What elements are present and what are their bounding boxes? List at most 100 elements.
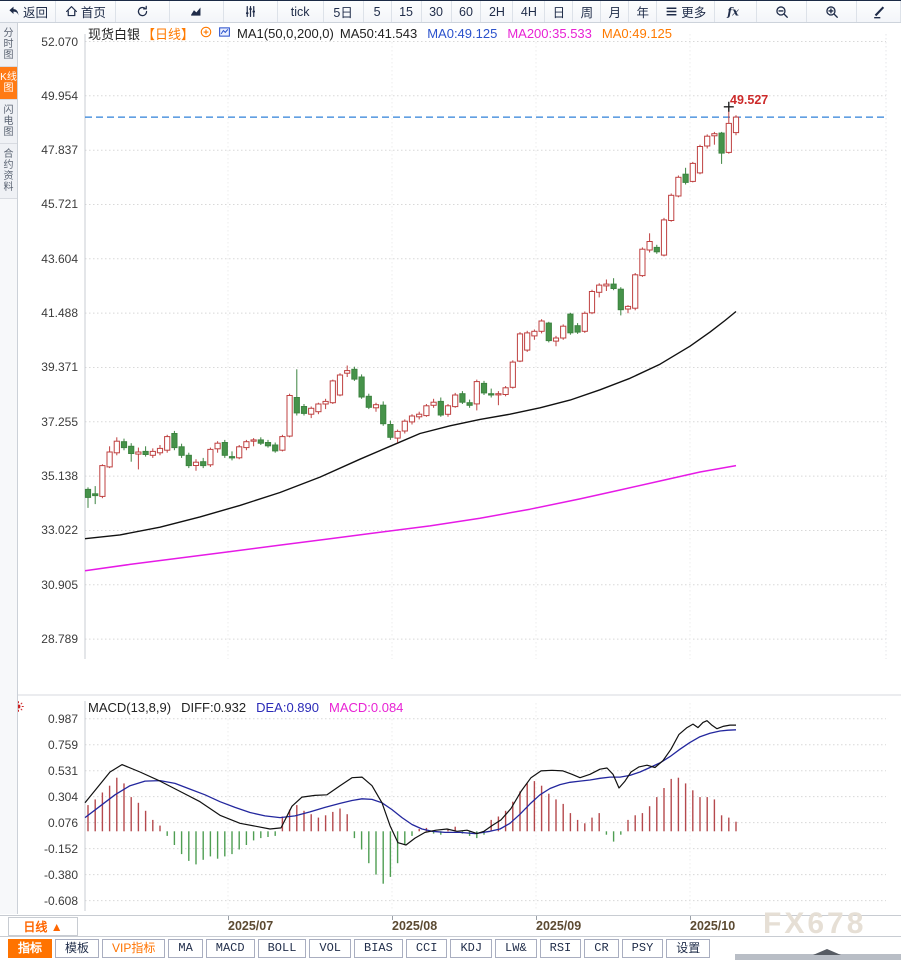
y-axis-label: 0.531 bbox=[47, 763, 78, 778]
y-axis-label: 49.954 bbox=[41, 88, 78, 103]
time-axis-label: 2025/09 bbox=[536, 919, 582, 933]
add-favorite-icon[interactable] bbox=[200, 26, 212, 41]
toolbar-button-zoom-out[interactable] bbox=[757, 1, 808, 22]
toolbar-button-area-chart[interactable] bbox=[169, 1, 224, 22]
time-axis-tick bbox=[228, 916, 229, 920]
time-axis-tick bbox=[690, 916, 691, 920]
kline-header: 现货白银 【日线】 MA1(50,0,200,0) MA50:41.543 MA0… bbox=[88, 24, 672, 43]
pencil-icon bbox=[872, 5, 886, 19]
toolbar-button-5d[interactable]: 5日 bbox=[323, 1, 364, 22]
toolbar-button-week[interactable]: 周 bbox=[573, 1, 602, 22]
toolbar-button-more[interactable]: 更多 bbox=[657, 1, 716, 22]
period-label: 【日线】 bbox=[142, 27, 195, 42]
back-icon bbox=[7, 5, 20, 18]
zoom-in-icon bbox=[825, 5, 839, 19]
toolbar-button-h4[interactable]: 4H bbox=[513, 1, 546, 22]
toolbar-button-min15[interactable]: 15 bbox=[391, 1, 422, 22]
y-axis-label: 39.371 bbox=[41, 360, 78, 375]
y-axis-label: -0.608 bbox=[43, 893, 78, 908]
symbol-name: 现货白银 bbox=[88, 27, 141, 42]
time-axis-tick bbox=[536, 916, 537, 920]
drawer-handle-icon[interactable] bbox=[813, 949, 841, 955]
ma-settings-text: MA1(50,0,200,0) bbox=[237, 26, 334, 41]
ma-value: MA50:41.543 bbox=[339, 26, 418, 41]
indicator-tab-template[interactable]: 模板 bbox=[55, 939, 100, 958]
toolbar-button-label: 2H bbox=[488, 4, 505, 19]
toolbar-button-label: 15 bbox=[399, 4, 413, 19]
y-axis-label: 33.022 bbox=[41, 523, 78, 538]
zoom-out-icon bbox=[775, 5, 789, 19]
svg-text:fx: fx bbox=[726, 5, 739, 19]
macd-value: MACD:0.084 bbox=[328, 700, 404, 715]
indicator-tab-vol[interactable]: VOL bbox=[309, 939, 352, 958]
indicator-tab-cci[interactable]: CCI bbox=[405, 939, 448, 958]
toolbar-button-label: 首页 bbox=[80, 6, 106, 20]
y-axis-label: 41.488 bbox=[41, 306, 78, 321]
toolbar-button-draw[interactable] bbox=[857, 1, 901, 22]
toolbar-button-label: 返回 bbox=[22, 6, 48, 20]
toolbar-button-label: 5 bbox=[373, 4, 381, 19]
y-axis-label: -0.380 bbox=[43, 867, 78, 882]
toolbar-button-h2[interactable]: 2H bbox=[481, 1, 514, 22]
toolbar-button-month[interactable]: 月 bbox=[601, 1, 630, 22]
period-selector[interactable]: 日线 ▲ bbox=[8, 917, 78, 936]
toolbar-button-label: 年 bbox=[636, 6, 650, 20]
y-axis-label: 47.837 bbox=[41, 143, 78, 158]
macd-header: MACD(13,8,9) DIFF:0.932 DEA:0.890 MACD:0.0… bbox=[88, 700, 403, 715]
indicator-tab-rsi[interactable]: RSI bbox=[539, 939, 582, 958]
sidebar-item-contract-info[interactable]: 合约资料 bbox=[0, 144, 17, 199]
indicator-tab-vip-indicator[interactable]: VIP指标 bbox=[102, 939, 166, 958]
area-chart-icon bbox=[189, 5, 203, 18]
y-axis-label: 30.905 bbox=[41, 577, 78, 592]
toolbar-button-back[interactable]: 返回 bbox=[0, 1, 56, 22]
sidebar-item-kline[interactable]: K线图 bbox=[0, 67, 17, 100]
chart-type-sidebar: 分时图 K线图 闪电图 合约资料 bbox=[0, 23, 18, 914]
sidebar-item-timeshare[interactable]: 分时图 bbox=[0, 23, 17, 67]
toolbar-button-label: 60 bbox=[459, 4, 473, 19]
time-axis-label: 2025/10 bbox=[690, 919, 736, 933]
toolbar-button-year[interactable]: 年 bbox=[629, 1, 658, 22]
watermark-logo: FX678 bbox=[763, 907, 867, 940]
indicator-tab-psy[interactable]: PSY bbox=[621, 939, 664, 958]
toolbar-button-label: 日 bbox=[552, 6, 566, 20]
macd-title: MACD(13,8,9) bbox=[88, 700, 172, 715]
toolbar-button-candle-chart[interactable] bbox=[223, 1, 278, 22]
toolbar-button-min30[interactable]: 30 bbox=[421, 1, 452, 22]
y-axis-label: 0.759 bbox=[47, 737, 78, 752]
macd-value: DIFF:0.932 bbox=[181, 700, 247, 715]
indicator-tab-bias[interactable]: BIAS bbox=[354, 939, 403, 958]
toolbar-button-home[interactable]: 首页 bbox=[55, 1, 116, 22]
refresh-icon bbox=[136, 5, 149, 18]
toolbar-button-min60[interactable]: 60 bbox=[451, 1, 482, 22]
fx-icon: fx bbox=[726, 5, 746, 19]
sliders-icon bbox=[244, 5, 257, 18]
indicator-tab-macd[interactable]: MACD bbox=[205, 939, 255, 958]
bottom-drawer-scrollbar[interactable] bbox=[735, 949, 901, 960]
time-axis-tick bbox=[392, 916, 393, 920]
indicator-tab-cr[interactable]: CR bbox=[584, 939, 619, 958]
indicator-tab-settings[interactable]: 设置 bbox=[666, 939, 711, 958]
sidebar-item-lightning[interactable]: 闪电图 bbox=[0, 100, 17, 144]
indicator-tab-kdj[interactable]: KDJ bbox=[450, 939, 493, 958]
toolbar-button-label: 30 bbox=[429, 4, 443, 19]
indicator-tab-indicator[interactable]: 指标 bbox=[8, 939, 53, 958]
toolbar-button-min5[interactable]: 5 bbox=[363, 1, 392, 22]
toolbar-button-label: 5日 bbox=[333, 6, 353, 20]
home-icon bbox=[65, 5, 78, 18]
indicator-tab-ma[interactable]: MA bbox=[168, 939, 203, 958]
indicator-tab-boll[interactable]: BOLL bbox=[257, 939, 307, 958]
ma-value: MA200:35.533 bbox=[507, 26, 592, 41]
kline-settings-icon[interactable] bbox=[218, 26, 231, 41]
indicator-tab-lw[interactable]: LW& bbox=[495, 939, 537, 958]
toolbar-button-day[interactable]: 日 bbox=[545, 1, 574, 22]
toolbar-button-label: 4H bbox=[520, 4, 537, 19]
y-axis-label: 0.304 bbox=[47, 789, 78, 804]
indicator-tab-bar: 指标 模板 VIP指标 MA MACD BOLL VOL BIAS CCI KDJ LW& RSI CR… bbox=[0, 938, 901, 959]
toolbar-button-tick[interactable]: tick bbox=[277, 1, 324, 22]
toolbar-button-refresh[interactable] bbox=[115, 1, 170, 22]
toolbar-button-fx[interactable]: fx bbox=[715, 1, 758, 22]
toolbar-button-zoom-in[interactable] bbox=[807, 1, 858, 22]
